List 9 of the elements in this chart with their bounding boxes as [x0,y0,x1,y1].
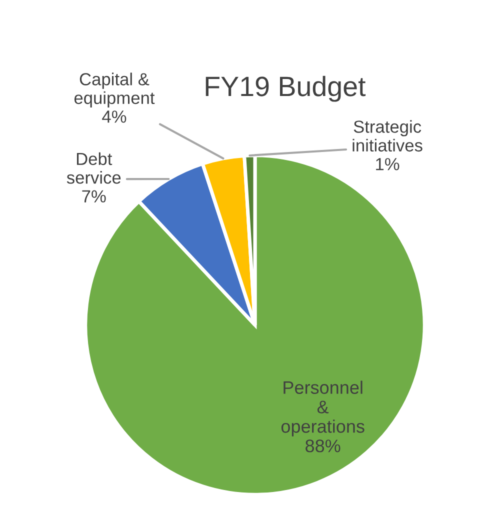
slice-label: Capital & equipment [74,72,155,108]
slice-label: Debt service [66,152,121,184]
data-label: 7% [82,190,106,202]
data-label: 1% [376,158,400,170]
data-label: 4% [102,110,126,123]
slice-label: Strategic initiatives [352,120,422,152]
chart-title: FY19 Budget [206,76,366,102]
data-label: 88% [306,440,340,452]
slice-label: Personnel & operations [281,380,364,436]
